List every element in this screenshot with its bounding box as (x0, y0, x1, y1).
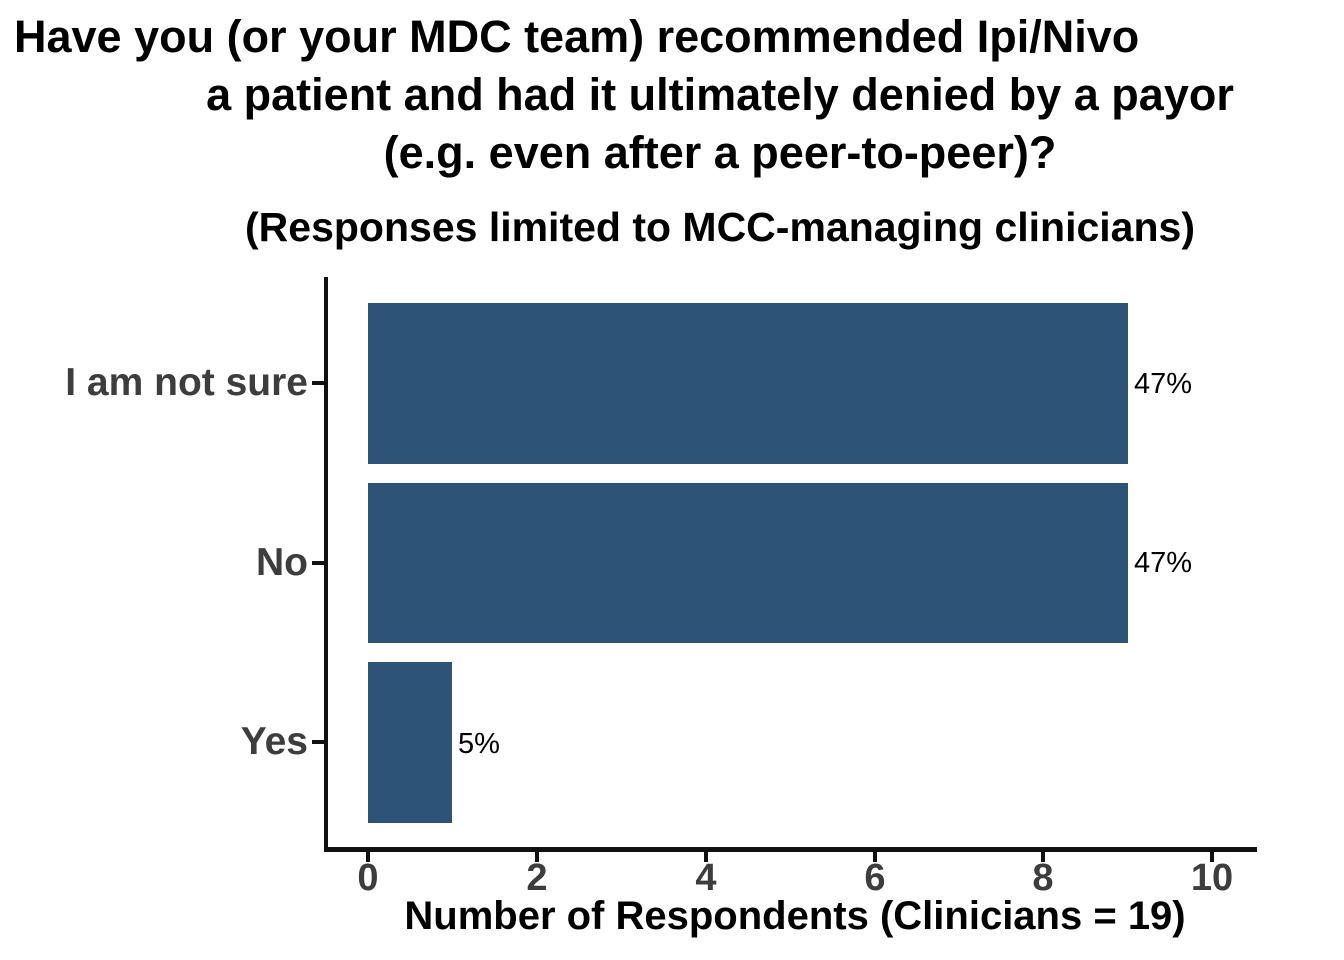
x-axis-tick-label: 6 (864, 857, 886, 899)
x-axis-title: Number of Respondents (Clinicians = 19) (404, 894, 1186, 938)
x-axis-tick-label: 4 (695, 857, 717, 899)
chart-title-line-3: (e.g. even after a peer-to-peer)? (383, 127, 1057, 178)
chart-title-line-2: a patient and had it ultimately denied b… (206, 69, 1234, 120)
x-axis-tick (1041, 852, 1045, 862)
x-axis-tick (366, 852, 370, 862)
bar-value-label: 47% (1134, 368, 1193, 400)
bar-i-am-not-sure (368, 303, 1128, 464)
x-axis-tick (1210, 852, 1214, 862)
y-axis-tick (312, 381, 324, 385)
x-axis-tick-label: 0 (357, 857, 379, 899)
x-axis-tick (535, 852, 539, 862)
chart-title-line-1: Have you (or your MDC team) recommended … (14, 11, 1140, 62)
bar-value-label: 47% (1134, 547, 1193, 579)
y-axis-line (324, 277, 328, 852)
x-axis-tick-label: 2 (526, 857, 548, 899)
chart-subtitle: (Responses limited to MCC-managing clini… (245, 204, 1195, 250)
bar-yes (368, 662, 452, 823)
y-axis-label-i-am-not-sure: I am not sure (65, 361, 308, 404)
x-axis-line (324, 847, 1257, 852)
x-axis-tick-label: 8 (1032, 857, 1054, 899)
x-axis-tick (704, 852, 708, 862)
y-axis-label-no: No (256, 541, 308, 584)
x-axis-tick (873, 852, 877, 862)
x-axis-tick-label: 10 (1190, 857, 1234, 899)
bar-value-label: 5% (458, 728, 500, 760)
y-axis-tick (312, 561, 324, 565)
bar-no (368, 483, 1128, 643)
y-axis-label-yes: Yes (240, 720, 308, 763)
y-axis-tick (312, 740, 324, 744)
